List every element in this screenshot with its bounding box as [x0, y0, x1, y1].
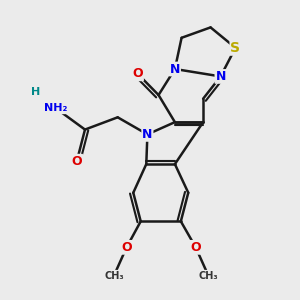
Text: N: N	[215, 70, 226, 83]
Text: H: H	[31, 87, 40, 97]
Text: O: O	[71, 154, 82, 168]
Text: CH₃: CH₃	[199, 271, 218, 281]
Text: N: N	[170, 62, 180, 76]
Text: O: O	[190, 241, 201, 254]
Text: O: O	[132, 67, 143, 80]
Text: CH₃: CH₃	[104, 271, 124, 281]
Text: NH₂: NH₂	[44, 103, 68, 113]
Text: N: N	[142, 128, 153, 141]
Text: S: S	[230, 41, 241, 55]
Text: O: O	[121, 241, 132, 254]
